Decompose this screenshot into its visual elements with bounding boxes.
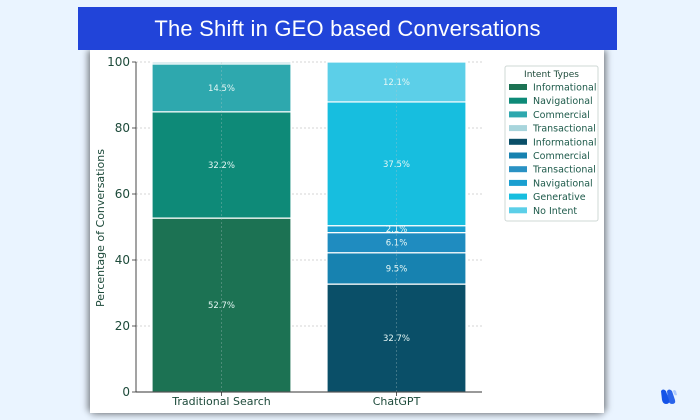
legend-item: Navigational	[509, 96, 593, 107]
chart-title: The Shift in GEO based Conversations	[154, 15, 541, 41]
y-axis-label: Percentage of Conversations	[94, 149, 107, 307]
segment-value-label: 37.5%	[383, 160, 410, 170]
bar-segment-transactional	[151, 61, 292, 65]
segment-value-label: 12.1%	[383, 78, 410, 88]
legend-item: Commercial	[509, 151, 590, 162]
legend-label: Transactional	[532, 124, 596, 135]
segment-value-label: 52.7%	[208, 301, 235, 311]
segment-value-label: 9.5%	[386, 264, 408, 274]
legend-label: Navigational	[533, 178, 593, 189]
segment-value-label: 32.2%	[208, 161, 235, 171]
legend-label: Commercial	[533, 110, 590, 121]
legend-title: Intent Types	[524, 70, 579, 80]
legend-label: Commercial	[533, 151, 590, 162]
bar-segment-informational	[151, 217, 292, 393]
legend-swatch	[509, 84, 527, 90]
chart-title-banner: The Shift in GEO based Conversations	[78, 7, 617, 50]
legend-box	[504, 65, 599, 222]
legend-label: No Intent	[533, 206, 577, 217]
legend-swatch	[509, 111, 527, 118]
legend-item: Informational	[509, 137, 596, 148]
y-tick-label: 20	[115, 319, 130, 333]
y-tick-label: 60	[115, 187, 130, 201]
bar-segment-commercial	[326, 252, 467, 285]
bar-segment-informational	[326, 283, 467, 393]
legend-swatch	[509, 166, 527, 173]
brand-logo-icon	[661, 389, 677, 404]
legend-item: Commercial	[509, 110, 590, 121]
x-tick-label: ChatGPT	[373, 395, 421, 408]
bars: 52.7% 32.2% 14.5% 32.7% 9.5% 6.1% 2.1% 37.5% 12.…	[151, 61, 467, 393]
legend-swatch	[509, 97, 527, 104]
legend-item: Generative	[509, 192, 586, 203]
bar-traditional-search: 52.7% 32.2% 14.5%	[151, 61, 292, 393]
legend-label: Generative	[533, 192, 586, 203]
axes	[135, 62, 482, 393]
legend-item: Informational	[509, 83, 596, 94]
legend-swatch	[509, 138, 527, 145]
legend-item: Navigational	[509, 178, 593, 189]
segment-value-label: 6.1%	[386, 239, 408, 249]
legend: Intent Types Informational Navigational Com…	[504, 65, 599, 222]
segment-value-label: 32.7%	[383, 334, 410, 344]
legend-label: Informational	[533, 137, 596, 148]
y-axis-ticks: 0 20 40 60 80 100	[107, 55, 136, 399]
bar-chatgpt: 32.7% 9.5% 6.1% 2.1% 37.5% 12.1%	[326, 61, 467, 393]
bar-segment-generative	[326, 101, 467, 227]
segment-value-label: 2.1%	[386, 225, 408, 235]
segment-value-label: 14.5%	[208, 84, 235, 94]
y-tick-label: 100	[107, 55, 130, 69]
bar-segment-commercial	[151, 63, 292, 113]
legend-item: Transactional	[509, 165, 596, 176]
legend-swatch	[509, 193, 527, 200]
x-tick-label: Traditional Search	[171, 395, 271, 408]
y-tick-label: 80	[115, 121, 130, 135]
legend-label: Navigational	[533, 96, 593, 107]
legend-item: Transactional	[509, 124, 596, 135]
legend-label: Informational	[533, 83, 596, 94]
bar-segment-no-intent	[326, 61, 467, 103]
x-axis-ticks: Traditional Search ChatGPT	[171, 392, 421, 408]
y-tick-label: 0	[122, 385, 130, 399]
legend-swatch	[509, 125, 527, 132]
legend-label: Transactional	[532, 165, 596, 176]
bar-segment-navigational	[151, 111, 292, 219]
legend-item: No Intent	[509, 206, 577, 217]
legend-swatch	[509, 179, 527, 186]
y-tick-label: 40	[115, 253, 130, 267]
legend-swatch	[509, 207, 527, 214]
legend-swatch	[509, 152, 527, 159]
